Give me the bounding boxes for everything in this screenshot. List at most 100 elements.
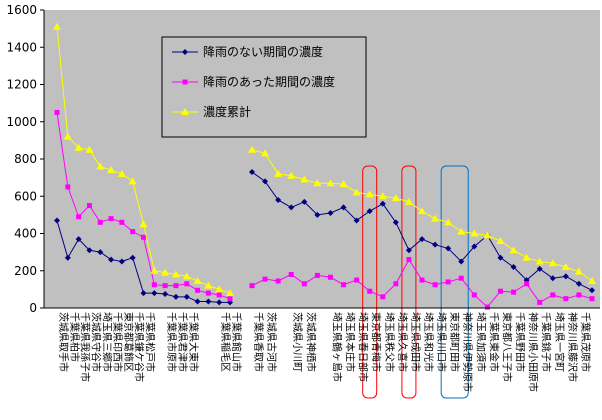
data-point [108, 256, 115, 263]
data-point [588, 276, 596, 284]
data-point [380, 294, 386, 300]
data-point [249, 283, 255, 289]
data-point [314, 272, 320, 278]
data-point [205, 298, 212, 305]
x-tick-label: 東京都葛飾区 [122, 312, 135, 372]
data-point [341, 282, 347, 288]
data-point [589, 287, 595, 294]
data-point [227, 296, 233, 302]
x-tick-label: 東京都青梅市 [370, 312, 383, 372]
data-point [445, 279, 451, 285]
data-point [327, 274, 333, 280]
data-point [497, 288, 503, 294]
data-point [419, 236, 425, 243]
data-point [470, 229, 479, 237]
x-tick-label: 千葉県松戸市 [144, 312, 157, 372]
legend-label: 降雨のあった期間の濃度 [203, 74, 335, 89]
data-point [561, 263, 570, 271]
data-point [194, 298, 201, 305]
data-point [96, 162, 105, 170]
x-tick-label: 神奈川県藤沢市 [566, 312, 579, 382]
x-tick-label: 神奈川県伊勢原市 [461, 312, 474, 392]
x-tick-label: 千葉県茂原市 [579, 312, 592, 372]
data-point [215, 285, 224, 293]
data-point [150, 266, 159, 274]
data-point [171, 270, 180, 278]
data-point [130, 229, 136, 235]
data-point [184, 281, 190, 287]
data-point [151, 290, 158, 297]
data-point [405, 247, 412, 254]
highlight-box [362, 165, 378, 399]
x-tick-label: 茨城県古河市 [265, 312, 278, 372]
data-point [226, 289, 234, 297]
data-point [128, 177, 137, 185]
data-point [366, 208, 373, 215]
data-point [141, 234, 146, 240]
data-point [458, 275, 464, 281]
data-point [484, 304, 490, 310]
x-tick-label: 埼玉県三郷市 [100, 312, 113, 372]
data-point [63, 132, 72, 140]
data-point [537, 299, 543, 305]
data-point [432, 241, 439, 248]
data-point [589, 296, 595, 302]
data-point [162, 291, 169, 298]
x-tick-label: 埼玉県秩父市 [383, 312, 396, 372]
data-point [511, 289, 517, 295]
data-point [173, 283, 179, 289]
data-point [471, 243, 478, 250]
data-point [117, 169, 126, 177]
data-point [327, 210, 334, 217]
data-point [54, 109, 60, 115]
x-tick-label: 千葉県柏市 [68, 312, 81, 362]
data-point [74, 143, 83, 151]
data-point [365, 190, 374, 198]
legend-item: 降雨のない期間の濃度 [172, 44, 323, 59]
data-point [548, 259, 557, 267]
data-point [431, 214, 440, 222]
data-point [85, 145, 94, 153]
x-tick-label: 千葉県館山市 [230, 312, 243, 372]
data-point [314, 211, 321, 218]
data-point [262, 178, 269, 185]
data-point [339, 180, 348, 188]
data-point [249, 169, 255, 176]
data-point [379, 200, 386, 207]
data-point [576, 292, 582, 298]
highlight-boxes [362, 165, 469, 399]
data-point [53, 22, 61, 30]
data-point [354, 277, 360, 283]
data-point [86, 203, 92, 209]
data-point [107, 166, 116, 174]
x-tick-label: 埼玉県本庄市 [344, 312, 357, 372]
y-tick-label: 1600 [6, 3, 37, 17]
data-point [139, 220, 148, 228]
x-tick-labels: 茨城県取手市 千葉県柏市 千葉県我孫子市 茨城県守谷市 埼玉県三郷市 千葉県印西市 東京都葛… [57, 312, 592, 392]
series-3 [53, 22, 596, 297]
data-point [444, 218, 453, 226]
data-point [535, 257, 544, 265]
x-tick-label: 千葉県市原市 [165, 312, 178, 372]
data-point [353, 217, 360, 224]
data-point [378, 192, 387, 200]
data-point [340, 204, 347, 211]
data-point [118, 258, 125, 265]
data-point [432, 282, 438, 288]
data-point [510, 264, 517, 271]
x-tick-label: 埼玉県久喜市 [396, 312, 409, 372]
x-tick-label: 茨城県守谷市 [89, 312, 102, 372]
data-point [458, 258, 465, 265]
data-point [108, 216, 114, 222]
data-point [509, 246, 518, 254]
data-point [205, 290, 211, 296]
data-point [536, 265, 543, 272]
data-point [216, 299, 223, 306]
x-tick-label: 茨城県取手市 [57, 312, 70, 372]
data-point [550, 292, 556, 298]
x-tick-label: 千葉県香取市 [252, 312, 265, 372]
data-point [457, 227, 466, 235]
x-tick-label: 東京都町田市 [448, 312, 461, 372]
series-1 [54, 169, 595, 306]
